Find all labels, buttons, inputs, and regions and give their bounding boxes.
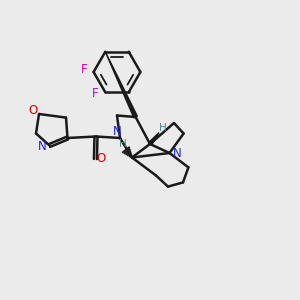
Text: N: N: [38, 140, 47, 154]
Polygon shape: [148, 133, 159, 145]
Polygon shape: [105, 52, 137, 118]
Text: H: H: [119, 139, 127, 149]
Text: O: O: [28, 104, 38, 118]
Text: O: O: [96, 152, 105, 166]
Text: F: F: [81, 63, 87, 76]
Text: N: N: [112, 125, 122, 139]
Text: N: N: [172, 147, 182, 160]
Text: F: F: [92, 87, 99, 100]
Text: H: H: [159, 123, 167, 134]
